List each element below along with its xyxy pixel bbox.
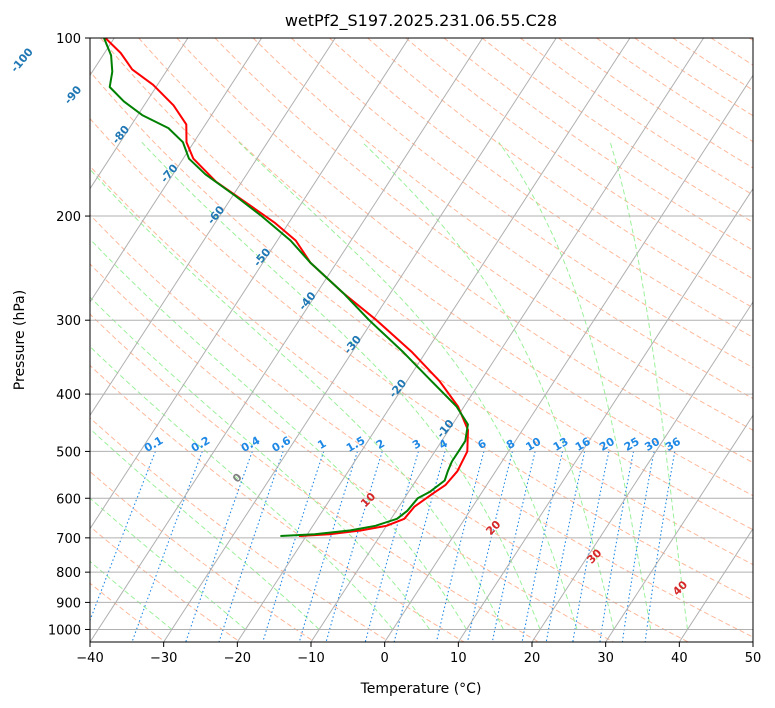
y-tick-label: 200 xyxy=(56,210,81,225)
mixing-ratio-line xyxy=(131,451,203,642)
dry-adiabat-line xyxy=(90,313,540,642)
mixing-ratio-line xyxy=(599,451,635,642)
y-tick-label: 500 xyxy=(56,445,81,460)
y-tick-label: 900 xyxy=(56,596,81,611)
y-tick-label: 400 xyxy=(56,388,81,403)
mixing-ratio-line xyxy=(298,451,358,642)
mixing-ratio-line xyxy=(90,451,156,622)
moist-adiabat-line xyxy=(90,238,467,630)
x-tick-label: 40 xyxy=(671,651,688,666)
moist-adiabat-line xyxy=(141,141,541,630)
dry-adiabat-line xyxy=(329,38,753,338)
mixing-ratio-line xyxy=(491,451,536,642)
isotherm-line xyxy=(163,38,557,642)
profile-lines xyxy=(103,38,469,537)
dry-adiabat-line xyxy=(290,38,753,369)
x-tick-label: −20 xyxy=(224,651,251,666)
dry-adiabat-line xyxy=(90,263,614,642)
dry-adiabat-line xyxy=(90,582,166,642)
x-tick-label: 0 xyxy=(381,651,389,666)
x-axis: −40 −30 −20 −10 0 10 20 30 40 50 xyxy=(76,642,761,666)
mixing-ratio-line xyxy=(325,451,383,642)
dry-adiabat-line xyxy=(90,117,753,601)
moist-adiabat-line xyxy=(498,141,652,630)
y-axis-label: Pressure (hPa) xyxy=(12,290,28,390)
temperature-profile-line xyxy=(104,38,469,537)
mixing-ratio-line xyxy=(466,451,513,642)
y-tick-label: 300 xyxy=(56,314,81,329)
isotherm-line xyxy=(678,527,753,642)
moist-adiabat-line xyxy=(90,428,320,630)
x-tick-label: 50 xyxy=(745,651,762,666)
isotherm-line xyxy=(90,38,336,417)
y-tick-label: 600 xyxy=(56,492,81,507)
dry-adiabat-line xyxy=(176,38,753,464)
dewpoint-profile-line xyxy=(103,38,469,537)
moist-adiabat-line xyxy=(90,168,504,630)
dry-adiabat-line xyxy=(90,70,753,566)
y-axis: 100 200 300 400 500 600 700 800 900 1000 xyxy=(48,32,90,638)
mixing-ratio-line xyxy=(218,451,284,642)
y-tick-label: 1000 xyxy=(48,623,81,638)
dry-adiabat-line xyxy=(100,38,753,531)
moist-adiabat-line xyxy=(90,345,394,630)
dry-adiabat-line xyxy=(367,38,753,309)
isotherm-line xyxy=(310,38,705,642)
dry-adiabat-line xyxy=(90,364,465,642)
background-lines xyxy=(90,38,753,642)
moist-adiabat-line xyxy=(90,296,431,630)
mixing-ratio-line xyxy=(572,451,610,642)
x-axis-label: Temperature (°C) xyxy=(360,681,482,697)
plot-frame xyxy=(89,37,754,643)
dry-adiabat-line xyxy=(90,213,689,642)
mixing-ratio-line xyxy=(435,451,485,642)
isotherm-line xyxy=(90,38,263,303)
mixing-ratio-line xyxy=(644,451,676,642)
isotherm-line xyxy=(236,38,631,642)
x-tick-label: −40 xyxy=(76,651,103,666)
x-tick-label: 30 xyxy=(597,651,614,666)
isotherm-line xyxy=(384,74,753,642)
y-tick-label: 800 xyxy=(56,566,81,581)
isotherm-line xyxy=(90,38,410,530)
y-tick-label: 100 xyxy=(56,32,81,47)
dry-adiabat-line xyxy=(138,38,753,497)
mixing-ratio-line xyxy=(545,451,586,642)
isotherm-line xyxy=(531,301,753,642)
x-tick-label: −30 xyxy=(150,651,177,666)
x-tick-label: −10 xyxy=(297,651,324,666)
isotherm-line xyxy=(90,38,484,642)
y-tick-label: 700 xyxy=(56,532,81,547)
dry-adiabat-line xyxy=(90,417,390,642)
isotherm-line xyxy=(605,414,753,642)
mixing-ratio-line xyxy=(364,451,419,642)
isotherm-line xyxy=(457,187,753,642)
mixing-ratio-line xyxy=(521,451,564,642)
chart-title: wetPf2_S197.2025.231.06.55.C28 xyxy=(285,11,557,31)
isotherm-line xyxy=(90,38,189,190)
x-tick-label: 10 xyxy=(450,651,467,666)
x-tick-label: 20 xyxy=(524,651,541,666)
mixing-ratio-line xyxy=(185,451,253,642)
moist-adiabat-line xyxy=(238,141,578,630)
dry-adiabat-line xyxy=(90,525,241,642)
